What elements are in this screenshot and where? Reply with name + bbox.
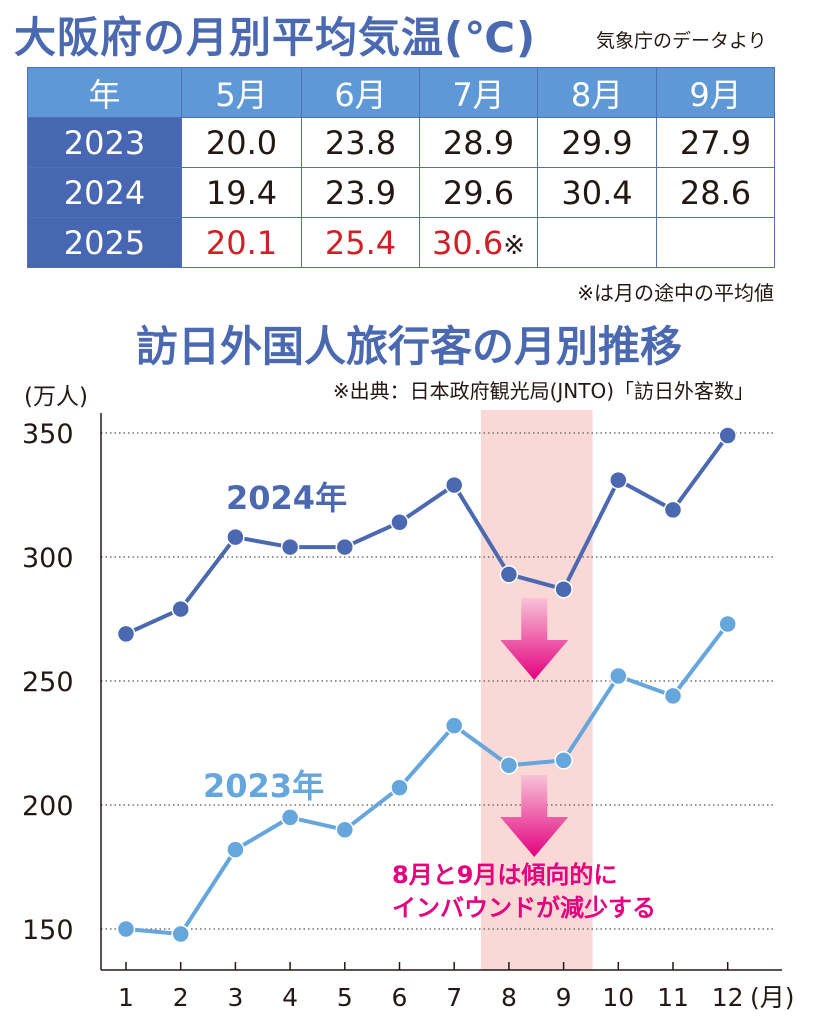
table-cell: 29.6	[419, 167, 538, 218]
series-label: 2024年	[226, 479, 347, 517]
row-year: 2025	[27, 217, 182, 268]
partial-mark: ※	[503, 230, 526, 261]
x-axis-unit: (月)	[750, 983, 795, 1012]
y-tick-label: 350	[22, 419, 74, 450]
data-point	[444, 475, 464, 495]
x-tick-label: 6	[392, 983, 408, 1012]
chart-title: 訪日外国人旅行客の月別推移	[135, 322, 682, 371]
x-tick-label: 3	[227, 983, 243, 1012]
data-point	[171, 924, 190, 944]
table-cell-partial: 30.6※	[419, 217, 538, 268]
y-tick-label: 250	[22, 667, 74, 698]
table-cell: 27.9	[656, 117, 775, 168]
down-arrow-icon	[500, 598, 569, 680]
data-point	[718, 426, 737, 445]
row-year: 2023	[27, 117, 182, 168]
data-point	[171, 599, 190, 619]
table-row: 2024 19.4 23.9 29.6 30.4 28.6	[27, 167, 775, 218]
series-label: 2023年	[203, 767, 324, 805]
x-tick-label: 5	[337, 983, 353, 1012]
table-cell: 28.6	[656, 167, 775, 218]
data-point	[226, 527, 245, 547]
table-cell: 29.9	[537, 117, 657, 168]
table-cell: 23.8	[301, 117, 420, 168]
table-row: 2025 20.1 25.4 30.6※	[27, 217, 775, 268]
data-point	[390, 513, 409, 532]
data-point	[499, 565, 519, 584]
chart-annotation: インバウンドが減少する	[392, 894, 656, 922]
data-point	[390, 778, 409, 797]
down-arrow-icon	[500, 775, 569, 857]
data-point	[609, 666, 628, 686]
table-row: 2023 20.0 23.8 28.9 29.9 27.9	[27, 117, 775, 168]
x-tick-label: 12	[712, 983, 744, 1012]
data-point	[280, 808, 300, 827]
table-cell: 20.1	[181, 217, 302, 268]
table-cell: 19.4	[181, 167, 302, 218]
chart-source: ※出典：日本政府観光局(JNTO)「訪日外客数」	[332, 379, 754, 403]
table-header-row: 年 5月 6月 7月 8月 9月	[27, 67, 775, 118]
header-july: 7月	[419, 67, 538, 118]
data-point	[609, 470, 628, 490]
data-point	[663, 500, 683, 520]
table-cell: 30.4	[537, 167, 657, 218]
table-cell: 20.0	[181, 117, 302, 168]
data-point	[499, 756, 519, 775]
data-point	[116, 919, 136, 939]
temperature-note: ※は月の途中の平均値	[577, 281, 774, 305]
header-june: 6月	[301, 67, 420, 118]
data-point	[335, 820, 355, 840]
table-cell-empty	[537, 217, 657, 268]
temperature-source: 気象庁のデータより	[596, 30, 767, 52]
data-point	[226, 840, 245, 859]
series-line	[125, 434, 730, 636]
series-line	[125, 622, 730, 936]
data-point	[335, 537, 355, 557]
x-tick-label: 1	[118, 983, 134, 1012]
table-cell: 28.9	[419, 117, 538, 168]
x-tick-label: 11	[657, 983, 689, 1012]
y-tick-label: 300	[22, 543, 74, 574]
y-tick-label: 150	[22, 915, 74, 946]
data-point	[663, 686, 683, 706]
header-august: 8月	[537, 67, 657, 118]
data-point	[444, 716, 464, 735]
x-tick-label: 2	[173, 983, 189, 1012]
header-year: 年	[27, 67, 182, 118]
y-tick-label: 200	[22, 791, 74, 822]
table-cell: 23.9	[301, 167, 420, 218]
x-tick-label: 10	[602, 983, 634, 1012]
temperature-title: 大阪府の月別平均気温(℃)	[14, 13, 537, 62]
x-tick-label: 4	[282, 983, 298, 1012]
data-point	[554, 579, 573, 599]
y-axis-unit: (万人)	[24, 384, 88, 410]
x-tick-label: 8	[501, 983, 517, 1012]
data-point	[280, 537, 300, 557]
chart-annotation: 8月と9月は傾向的に	[392, 861, 617, 889]
x-tick-label: 7	[446, 983, 462, 1012]
table-cell-empty	[656, 217, 775, 268]
temperature-table: 年 5月 6月 7月 8月 9月 2023 20.0 23.8 28.9 29.…	[27, 67, 775, 268]
x-tick-label: 9	[556, 983, 572, 1012]
header-may: 5月	[181, 67, 302, 118]
data-point	[718, 614, 737, 634]
highlight-band	[480, 410, 593, 970]
partial-value: 30.6	[431, 223, 504, 262]
data-point	[116, 624, 136, 644]
data-point	[554, 751, 573, 770]
